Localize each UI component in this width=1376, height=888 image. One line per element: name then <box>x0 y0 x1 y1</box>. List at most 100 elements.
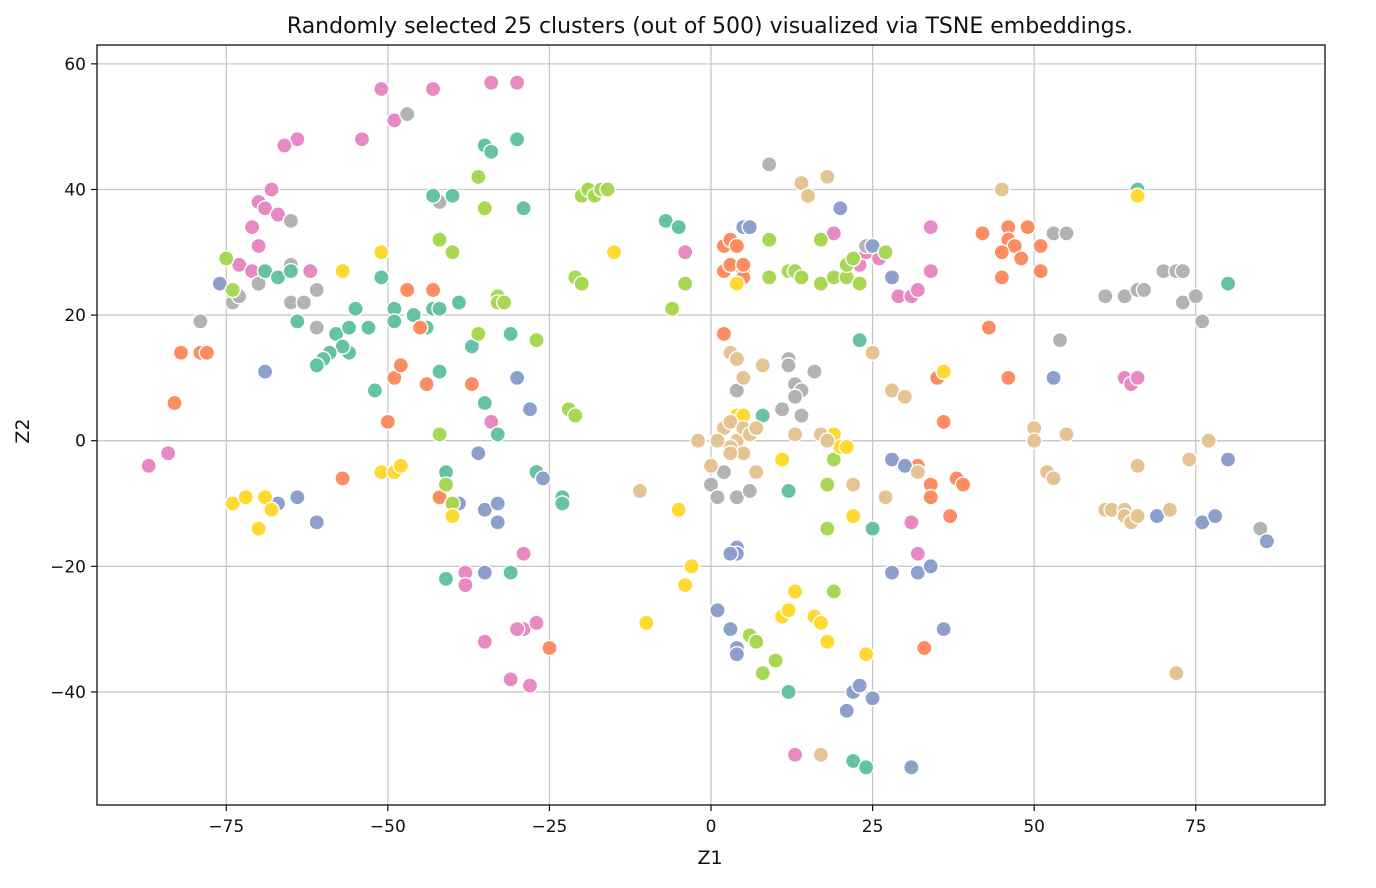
scatter-point-green <box>780 683 797 701</box>
scatter-point-yellow <box>334 262 351 280</box>
axis-ticks: −75 −50 −25 0 25 50 75 −40 −20 0 20 40 60 <box>50 55 1206 837</box>
scatter-point-blue <box>935 620 952 638</box>
scatter-point-blue <box>741 218 759 236</box>
scatter-point-green <box>366 382 384 399</box>
scatter-points <box>140 74 1276 776</box>
scatter-point-orange <box>1000 369 1017 387</box>
scatter-point-blue <box>709 601 726 619</box>
scatter-point-blue <box>1258 532 1276 550</box>
scatter-point-orange <box>974 225 991 242</box>
scatter-point-gray <box>282 212 300 230</box>
scatter-point-pink <box>476 633 494 650</box>
scatter-point-pink <box>922 218 940 236</box>
scatter-point-tan <box>786 426 804 443</box>
scatter-point-green <box>482 143 500 161</box>
scatter-point-gray <box>308 281 326 299</box>
scatter-point-pink <box>922 262 940 280</box>
scatter-point-green <box>502 564 519 581</box>
scatter-point-lime <box>877 243 894 261</box>
scatter-point-pink <box>903 514 920 531</box>
scatter-point-orange <box>166 394 183 412</box>
gridlines <box>97 45 1325 805</box>
scatter-point-orange <box>935 413 952 431</box>
scatter-point-lime <box>573 275 591 292</box>
chart-title: Randomly selected 25 clusters (out of 50… <box>287 14 1133 39</box>
scatter-point-tan <box>1025 432 1043 450</box>
scatter-point-gray <box>741 482 759 500</box>
scatter-point-pink <box>508 74 526 91</box>
scatter-point-green <box>360 319 377 336</box>
scatter-point-tan <box>1129 457 1146 475</box>
scatter-point-green <box>386 313 403 330</box>
scatter-point-tan <box>819 168 836 186</box>
scatter-point-green <box>670 218 687 236</box>
scatter-point-green <box>431 363 448 380</box>
scatter-point-blue <box>489 514 507 531</box>
scatter-point-gray <box>1193 313 1211 330</box>
scatter-point-yellow <box>844 507 862 525</box>
scatter-point-yellow <box>728 275 746 292</box>
scatter-point-yellow <box>373 243 390 261</box>
scatter-point-orange <box>334 470 351 487</box>
scatter-point-yellow <box>250 520 267 537</box>
scatter-point-green <box>554 495 571 512</box>
scatter-point-blue <box>489 495 507 512</box>
scatter-point-orange <box>735 256 752 274</box>
y-tick-label: 20 <box>64 306 86 326</box>
scatter-point-tan <box>722 444 739 462</box>
scatter-point-pink <box>508 620 526 638</box>
scatter-point-pink <box>515 545 532 563</box>
scatter-point-blue <box>722 545 739 563</box>
scatter-point-orange <box>463 375 481 393</box>
scatter-point-blue <box>476 564 494 581</box>
scatter-point-orange <box>1012 250 1030 267</box>
scatter-point-lime <box>812 231 830 249</box>
scatter-point-yellow <box>683 558 700 575</box>
scatter-point-tan <box>689 432 707 450</box>
scatter-point-green <box>424 187 442 205</box>
scatter-point-blue <box>851 677 868 694</box>
scatter-point-yellow <box>676 576 694 594</box>
scatter-point-tan <box>1058 426 1075 443</box>
scatter-point-green <box>489 426 507 443</box>
scatter-point-tan <box>728 350 746 368</box>
scatter-point-gray <box>786 388 804 406</box>
scatter-point-lime <box>495 294 513 311</box>
scatter-point-yellow <box>780 601 797 619</box>
scatter-point-orange <box>922 488 940 506</box>
scatter-point-green <box>476 394 494 412</box>
scatter-point-blue <box>903 759 920 776</box>
scatter-point-tan <box>1161 501 1179 519</box>
scatter-point-green <box>864 520 881 537</box>
scatter-point-yellow <box>812 614 830 632</box>
scatter-point-orange <box>418 375 435 393</box>
scatter-point-lime <box>760 231 778 249</box>
scatter-point-blue <box>922 558 940 575</box>
scatter-point-lime <box>760 269 778 286</box>
scatter-point-tan <box>909 463 927 481</box>
scatter-point-green <box>502 325 519 343</box>
scatter-point-tan <box>1200 432 1217 450</box>
scatter-point-blue <box>470 444 487 462</box>
scatter-point-green <box>450 294 468 311</box>
scatter-point-orange <box>172 344 190 362</box>
scatter-point-lime <box>566 407 584 424</box>
y-tick-label: 0 <box>75 432 86 452</box>
scatter-point-green <box>444 187 461 205</box>
scatter-point-yellow <box>819 633 836 650</box>
scatter-point-lime <box>819 520 836 537</box>
scatter-point-pink <box>243 218 261 236</box>
scatter-point-blue <box>508 369 526 387</box>
scatter-point-tan <box>747 463 765 481</box>
scatter-point-yellow <box>237 488 254 506</box>
y-tick-label: −20 <box>50 557 86 577</box>
scatter-point-gray <box>780 357 797 374</box>
scatter-point-green <box>431 300 448 318</box>
scatter-point-blue <box>289 488 306 506</box>
scatter-point-pink <box>353 130 371 148</box>
scatter-point-lime <box>851 275 868 292</box>
scatter-point-tan <box>1045 470 1062 487</box>
scatter-point-orange <box>1032 262 1049 280</box>
scatter-point-green <box>780 482 797 500</box>
